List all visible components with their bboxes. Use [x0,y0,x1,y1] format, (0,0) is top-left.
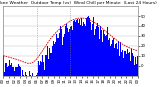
Title: Milwaukee Weather  Outdoor Temp (vs)  Wind Chill per Minute  (Last 24 Hours): Milwaukee Weather Outdoor Temp (vs) Wind… [0,1,156,5]
